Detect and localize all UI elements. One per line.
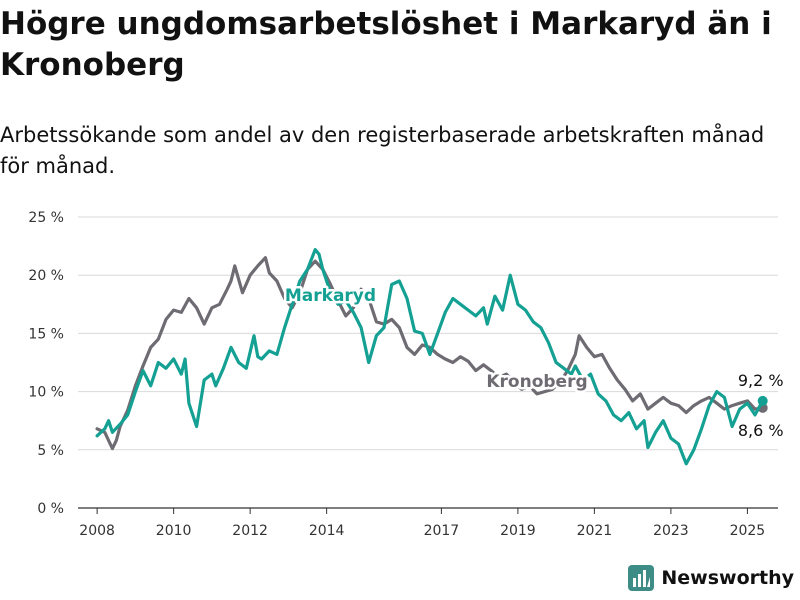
series-layer: [95, 248, 768, 466]
y-tick-label: 20 %: [28, 268, 64, 284]
y-tick-label: 15 %: [28, 326, 64, 342]
end-value-label-kronoberg: 8,6 %: [738, 421, 784, 440]
y-tick-label: 5 %: [37, 443, 64, 459]
brand-logo: Newsworthy: [627, 564, 794, 592]
newsworthy-logo-icon: [628, 565, 655, 591]
series-label-markaryd: Markaryd: [285, 286, 376, 306]
series-line-markaryd: [95, 248, 765, 466]
label-layer: Kronoberg Markaryd 9,2 % 8,6 %: [282, 283, 785, 442]
y-tick-label: 10 %: [28, 385, 64, 401]
x-tick-label: 2025: [730, 523, 766, 539]
x-tick-label: 2014: [309, 523, 345, 539]
grid-layer: 0 % 5 % 10 % 15 % 20 % 25 % 2008 2010 2012 2014 20…: [28, 210, 778, 539]
x-tick-label: 2021: [577, 523, 613, 539]
y-tick-label: 0 %: [37, 501, 64, 517]
x-tick-label: 2019: [500, 523, 536, 539]
y-tick-label: 25 %: [28, 210, 64, 226]
x-tick-label: 2010: [156, 523, 192, 539]
x-tick-label: 2023: [653, 523, 689, 539]
brand-name: Newsworthy: [661, 567, 794, 589]
x-tick-label: 2012: [232, 523, 268, 539]
line-chart: 0 % 5 % 10 % 15 % 20 % 25 % 2008 2010 2012 2014 20…: [28, 210, 785, 539]
chart-subtitle: Arbetssökande som andel av den registerb…: [0, 123, 765, 178]
series-line-kronoberg: [95, 256, 765, 451]
x-tick-label: 2008: [79, 523, 115, 539]
end-value-label-markaryd: 9,2 %: [738, 371, 784, 390]
series-end-dot-markaryd: [757, 395, 768, 406]
x-tick-label: 2017: [424, 523, 460, 539]
series-label-kronoberg: Kronoberg: [486, 372, 587, 392]
chart-title: Högre ungdomsarbetslöshet i Markaryd än …: [0, 6, 772, 83]
